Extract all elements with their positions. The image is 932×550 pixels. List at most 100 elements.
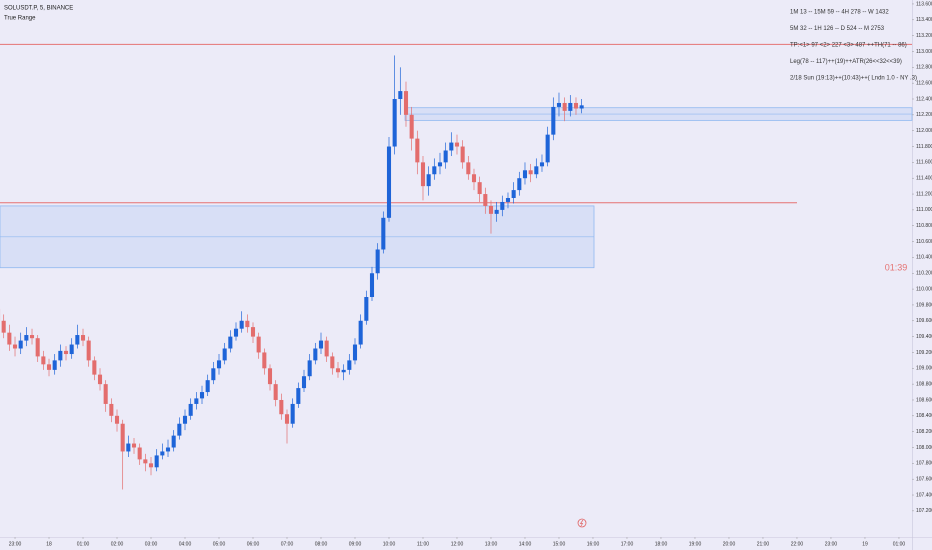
candle-body	[466, 162, 471, 175]
candle-body	[18, 340, 23, 349]
candle-body	[80, 335, 86, 341]
y-tick-label: 107.200	[916, 508, 932, 514]
candle-body	[562, 102, 567, 111]
x-tick-label: 10:00	[383, 541, 396, 547]
candle-body	[398, 91, 403, 100]
candle-body	[381, 217, 386, 250]
candle-body	[573, 102, 579, 109]
y-tick-label: 111.600	[916, 160, 932, 166]
candle-body	[109, 403, 114, 416]
x-tick-label: 04:00	[179, 541, 192, 547]
candle-body	[330, 356, 335, 369]
candle-body	[505, 198, 511, 202]
candle-body	[69, 344, 74, 355]
candle-body	[35, 338, 40, 357]
x-tick-label: 03:00	[145, 541, 158, 547]
candle-body	[86, 340, 91, 361]
candle-body	[75, 335, 80, 345]
candle-body	[29, 335, 35, 339]
candle-body	[539, 162, 545, 167]
candle-body	[137, 447, 142, 460]
candle-body	[63, 350, 69, 355]
x-tick-label: 22:00	[791, 541, 804, 547]
y-tick-label: 113.600	[916, 1, 932, 7]
candle-body	[1, 320, 6, 333]
y-tick-label: 107.600	[916, 477, 932, 483]
candle-body	[426, 174, 431, 187]
info-line: 2/18 Sun (19:13)++(10:43)++( Lndn 1.0 - …	[790, 76, 917, 82]
candle-body	[233, 328, 239, 337]
candle-body	[415, 138, 420, 163]
candle-body	[7, 332, 12, 345]
candle-body	[551, 106, 556, 135]
candle-body	[364, 297, 369, 321]
alert-icon	[577, 518, 587, 528]
info-line: 1M 13 -- 15M 59 -- 4H 278 -- W 1432	[790, 10, 889, 16]
candle-body	[97, 374, 103, 385]
candle-body	[500, 201, 505, 210]
candle-body	[454, 142, 460, 147]
chart-title: SOLUSDT.P, 5, BINANCE	[4, 6, 73, 12]
candle-body	[126, 443, 131, 452]
x-tick-label: 17:00	[621, 541, 634, 547]
candle-body	[228, 336, 233, 349]
candle-body	[471, 174, 477, 183]
x-tick-label: 01:00	[77, 541, 90, 547]
candle-body	[211, 368, 216, 381]
y-tick-label: 113.000	[916, 49, 932, 55]
x-tick-label: 06:00	[247, 541, 260, 547]
candle-body	[568, 102, 573, 111]
candle-body	[443, 150, 448, 163]
candle-body	[369, 273, 375, 298]
y-tick-label: 107.800	[916, 461, 932, 467]
candle-body	[545, 134, 550, 163]
y-tick-label: 113.400	[916, 17, 932, 23]
candle-body	[143, 459, 148, 464]
candle-body	[449, 142, 454, 151]
candle-body	[307, 360, 312, 377]
candle-body	[556, 102, 562, 107]
x-tick-label: 18:00	[655, 541, 668, 547]
y-tick-label: 108.400	[916, 413, 932, 419]
x-tick-label: 14:00	[519, 541, 532, 547]
candle-body	[41, 356, 46, 365]
countdown: 01:39	[885, 262, 908, 272]
candle-body	[24, 335, 29, 341]
candle-body	[488, 205, 494, 214]
info-line: TP:<1> 97 <2> 227 <3> 487 ++TH(71 -- 86)	[790, 43, 907, 49]
indicator-label: True Range	[4, 16, 36, 22]
x-tick-label: 11:00	[417, 541, 429, 547]
candle-body	[148, 463, 154, 468]
candle-body	[194, 398, 199, 404]
candle-body	[432, 166, 437, 175]
candle-body	[386, 146, 392, 218]
candle-body	[301, 376, 307, 389]
x-tick-label: 05:00	[213, 541, 226, 547]
candle-body	[358, 320, 363, 345]
y-tick-label: 112.600	[916, 80, 932, 86]
y-tick-label: 108.600	[916, 397, 932, 403]
candle-body	[188, 403, 193, 416]
candle-body	[154, 455, 159, 468]
candle-body	[352, 344, 358, 361]
candle-body	[324, 340, 329, 357]
candle-body	[347, 360, 352, 370]
candle-body	[222, 348, 227, 361]
x-tick-label: 19	[862, 541, 868, 547]
x-tick-label: 01:00	[893, 541, 906, 547]
candle-body	[313, 348, 318, 361]
candle-body	[534, 166, 539, 175]
y-tick-label: 111.400	[916, 176, 932, 182]
candle-body	[522, 170, 528, 179]
candle-body	[335, 368, 341, 373]
candle-body	[46, 364, 52, 370]
candle-body	[375, 249, 380, 274]
y-tick-label: 107.400	[916, 492, 932, 498]
y-tick-label: 111.800	[916, 144, 932, 150]
candle-body	[296, 388, 301, 404]
y-tick-label: 109.800	[916, 302, 932, 308]
candle-body	[120, 423, 125, 452]
candle-body	[12, 344, 18, 349]
